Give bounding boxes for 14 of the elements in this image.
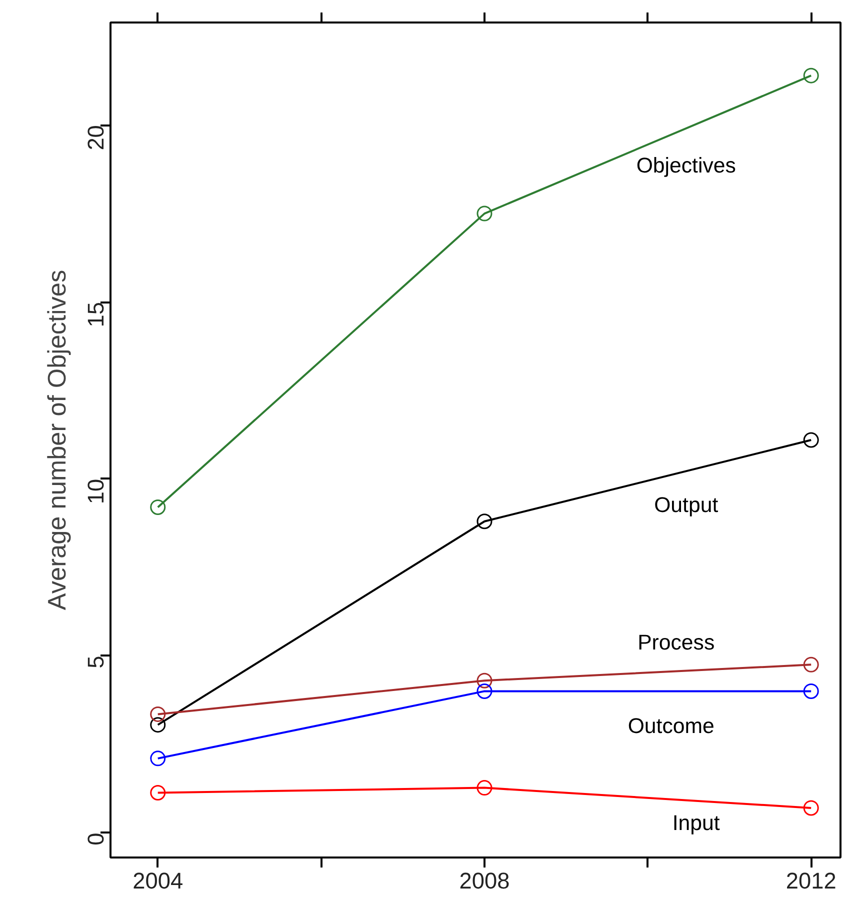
y-tick-label: 15: [82, 302, 108, 328]
series-label: Process: [638, 630, 715, 655]
y-tick-label: 5: [82, 656, 108, 668]
series-label: Input: [672, 810, 720, 835]
y-axis-title: Average number of Objectives: [44, 270, 72, 610]
series-label: Objectives: [636, 154, 736, 178]
y-tick-label: 10: [82, 478, 108, 504]
series-label: Output: [654, 493, 718, 517]
y-tick-label: 0: [82, 832, 108, 846]
x-tick-label: 2008: [459, 868, 510, 894]
x-tick-label: 2004: [132, 868, 184, 894]
series-label: Outcome: [628, 714, 714, 738]
x-tick-label: 2012: [786, 868, 836, 894]
y-tick-label: 20: [82, 125, 108, 150]
